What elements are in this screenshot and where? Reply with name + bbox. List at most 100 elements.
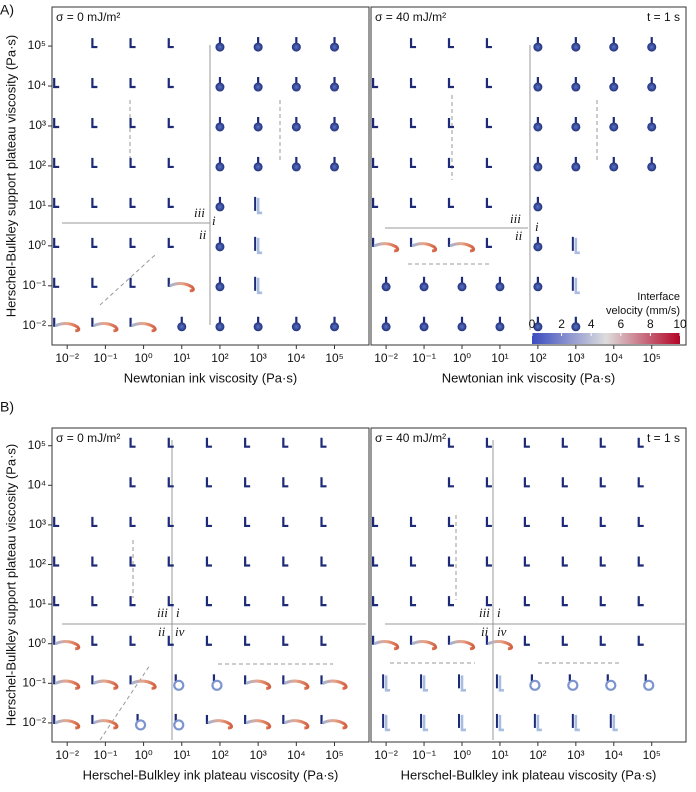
nozzle [205,596,212,607]
filament [54,719,81,730]
nozzle [637,437,644,448]
nozzle [372,596,379,607]
curl [567,679,579,691]
filament [283,719,310,730]
x-axis-label: Herschel-Bulkley ink plateau viscosity (… [401,767,657,782]
y-tick-label: 10⁻¹ [22,278,46,292]
nozzle [167,197,174,208]
nozzle [129,157,136,169]
nozzle [485,38,492,49]
y-tick-label: 10³ [29,517,46,531]
droplet [330,122,340,132]
panel-label: A) [0,2,14,18]
nozzle [409,516,417,528]
filament [373,242,400,253]
droplet [253,42,263,52]
droplet [571,162,581,172]
nozzle [485,117,492,129]
nozzle [53,78,60,89]
nozzle [599,596,606,607]
nozzle [129,78,136,89]
droplet [647,162,657,172]
droplet [291,162,301,172]
droplet [291,42,301,52]
nozzle [409,78,417,89]
nozzle [282,437,289,448]
nozzle [129,277,136,288]
nozzle [637,477,644,488]
nozzle [561,516,568,528]
nozzle [167,596,174,607]
droplet [291,322,301,332]
y-tick-label: 10⁴ [27,477,46,491]
nozzle [91,78,98,89]
nozzle [599,516,606,528]
nozzle [409,596,417,607]
nozzle [91,635,98,646]
nozzle [320,556,327,567]
colorbar-title: Interface [637,291,680,303]
nozzle [53,516,60,528]
nozzle [53,596,60,607]
x-tick-label: 10⁰ [453,748,471,762]
y-tick-label: 10² [29,557,46,571]
nozzle [320,477,327,488]
subplot-title: σ = 0 mJ/m² [56,10,120,24]
subplot-title: σ = 40 mJ/m² [375,10,446,24]
x-tick-label: 10⁴ [287,748,306,762]
droplet [647,122,657,132]
fiber [460,714,466,732]
filament [169,282,195,293]
fiber [574,277,580,295]
nozzle [205,477,212,488]
regime-label: iii [194,205,205,220]
droplet [215,82,225,92]
fiber [384,714,391,732]
subplot: σ = 40 mJ/m² t = 1 s 10⁻² 10⁻¹ 10⁰ 10¹ 10² 10³ 1… [370,427,687,782]
regime-label: i [497,605,501,620]
droplet [609,162,619,172]
nozzle [447,197,454,208]
curl [173,719,185,731]
x-tick-label: 10³ [567,748,584,762]
x-tick-label: 10¹ [491,748,508,762]
nozzle [53,157,60,169]
curl [529,679,541,691]
nozzle [129,237,136,248]
droplet [533,202,543,212]
colorbar-tick-label: 8 [647,317,654,331]
nozzle [599,477,606,488]
x-tick-label: 10⁴ [605,351,624,365]
regime-label: iv [175,624,185,639]
x-tick-label: 10⁵ [643,351,661,365]
nozzle [485,516,492,528]
droplet [330,322,340,332]
subplot: σ = 40 mJ/m² t = 1 s 10⁻² 10⁻¹ 10⁰ 10¹ 10² 10³ 1… [370,6,687,385]
droplet [457,282,467,292]
colorbar-tick-label: 0 [529,317,536,331]
filament [130,679,157,690]
nozzle [372,157,379,169]
droplet [330,42,340,52]
nozzle [485,596,492,607]
filament [449,242,476,253]
nozzle [167,157,174,169]
x-tick-label: 10¹ [173,351,190,365]
nozzle [91,516,98,528]
nozzle [409,197,417,208]
x-tick-label: 10² [529,748,546,762]
nozzle [244,516,251,528]
x-tick-label: 10⁻² [374,351,398,365]
filament [54,679,81,690]
x-tick-label: 10⁰ [453,351,471,365]
fiber [422,675,429,692]
nozzle [561,477,568,488]
nozzle [53,556,60,567]
regime-label: i [176,605,180,620]
nozzle [167,516,174,528]
nozzle [409,117,417,129]
droplet [571,82,581,92]
fiber [256,197,263,215]
nozzle [372,197,379,208]
